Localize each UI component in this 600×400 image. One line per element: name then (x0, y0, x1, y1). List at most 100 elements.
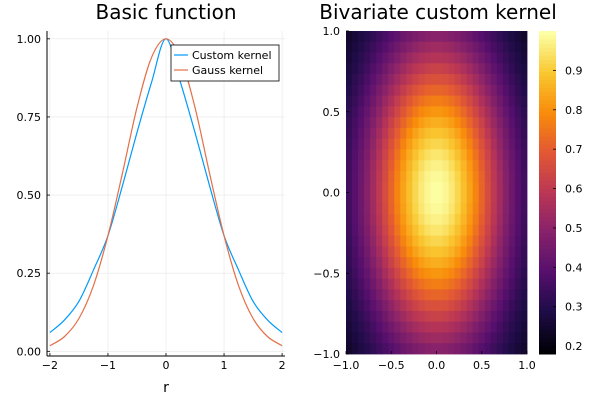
heatmap-cell (472, 246, 480, 258)
line-chart-x-ticks: −2 −1 0 1 2 (42, 353, 286, 372)
heatmap-cell (412, 321, 419, 333)
heatmap-cell (460, 203, 468, 215)
heatmap-cell (388, 224, 395, 236)
heatmap-cell (436, 343, 443, 355)
heatmap-cell (424, 31, 431, 43)
colorbar (539, 31, 556, 355)
heatmap-cell (346, 257, 353, 269)
heatmap-cell (418, 214, 425, 226)
heatmap-cell (448, 289, 455, 301)
heatmap-cell (346, 138, 353, 150)
heatmap-cell (364, 203, 371, 215)
y-tick-label: 0.75 (17, 111, 42, 124)
heatmap-cell (448, 300, 455, 312)
heatmap-cell (418, 278, 425, 290)
heatmap-cell (472, 63, 480, 75)
colorbar-segment (539, 329, 556, 335)
heatmap-cell (388, 343, 395, 355)
heatmap-cell (406, 41, 413, 53)
colorbar-segment (539, 293, 556, 298)
heatmap-cell (400, 41, 407, 53)
heatmap-cell (460, 267, 468, 280)
heatmap-cell (424, 310, 431, 323)
heatmap-cell (466, 170, 474, 183)
heatmap-cell (442, 117, 449, 129)
heatmap-cell (484, 289, 492, 301)
heatmap-cell (472, 321, 480, 333)
heatmap-cell (364, 149, 371, 161)
heatmap-cell (382, 84, 389, 96)
heatmap-cell (412, 203, 419, 215)
heatmap-cell (460, 332, 468, 344)
heatmap-cell (436, 74, 443, 86)
heatmap-cell (430, 246, 437, 258)
heatmap-cell (370, 192, 377, 204)
heatmap-panel: Bivariate custom kernel −1.0 −0.5 0.0 0.5 1.… (313, 0, 582, 372)
heatmap-cell (382, 235, 389, 247)
heatmap-cell (394, 138, 401, 150)
heatmap-cell (424, 267, 431, 280)
heatmap-cell (418, 332, 425, 344)
heatmap-cell (394, 267, 401, 280)
heatmap-cell (436, 127, 443, 140)
heatmap-cell (514, 235, 522, 247)
heatmap-cell (442, 63, 449, 75)
line-chart-y-ticks: 0.00 0.25 0.50 0.75 1.00 (17, 33, 50, 358)
heatmap-cell (388, 267, 395, 280)
colorbar-segment (539, 257, 556, 262)
heatmap-cell (508, 149, 516, 161)
heatmap-cell (454, 332, 462, 344)
heatmap-cell (442, 332, 449, 344)
x-tick-label: 1 (221, 359, 228, 372)
heatmap-cell (466, 41, 474, 53)
heatmap-cell (376, 84, 383, 96)
heatmap-cell (466, 343, 474, 355)
heatmap-cell (514, 127, 522, 140)
heatmap-cell (508, 224, 516, 236)
heatmap-cell (370, 214, 377, 226)
heatmap-cell (430, 117, 437, 129)
heatmap-cell (436, 300, 443, 312)
colorbar-segment (539, 95, 556, 101)
heatmap-cell (490, 310, 498, 323)
heatmap-cell (358, 257, 365, 269)
heatmap-cell (520, 95, 528, 107)
heatmap-cell (418, 74, 425, 86)
heatmap-cell (484, 246, 492, 258)
heatmap-cell (448, 181, 455, 193)
heatmap-cell (484, 74, 492, 86)
heatmap-cell (412, 127, 419, 140)
heatmap-cell (376, 203, 383, 215)
heatmap-cell (466, 117, 474, 129)
heatmap-cell (358, 63, 365, 75)
heatmap-cell (418, 127, 425, 140)
heatmap-cell (478, 31, 486, 43)
heatmap-cell (514, 181, 522, 193)
heatmap-cell (346, 321, 353, 333)
heatmap-cell (346, 160, 353, 172)
heatmap-cell (448, 127, 455, 140)
heatmap-cell (508, 267, 516, 280)
heatmap-cell (448, 106, 455, 118)
heatmap-cell (514, 138, 522, 150)
heatmap-cell (358, 31, 365, 43)
heatmap-cell (358, 343, 365, 355)
colorbar-segment (539, 212, 556, 218)
heatmap-cell (424, 74, 431, 86)
heatmap-cell (364, 181, 371, 193)
heatmap-cell (424, 149, 431, 161)
colorbar-segment (539, 249, 556, 254)
heatmap-cell (520, 127, 528, 140)
colorbar-segment (539, 349, 556, 355)
y-tick-label: −1.0 (313, 348, 340, 361)
heatmap-cell (442, 127, 449, 140)
heatmap-cell (490, 214, 498, 226)
heatmap-cell (400, 84, 407, 96)
heatmap-cell (370, 224, 377, 236)
colorbar-tick-label: 0.9 (565, 64, 583, 77)
heatmap-cell (358, 149, 365, 161)
heatmap-cell (448, 160, 455, 172)
heatmap-cell (490, 41, 498, 53)
heatmap-cell (418, 257, 425, 269)
